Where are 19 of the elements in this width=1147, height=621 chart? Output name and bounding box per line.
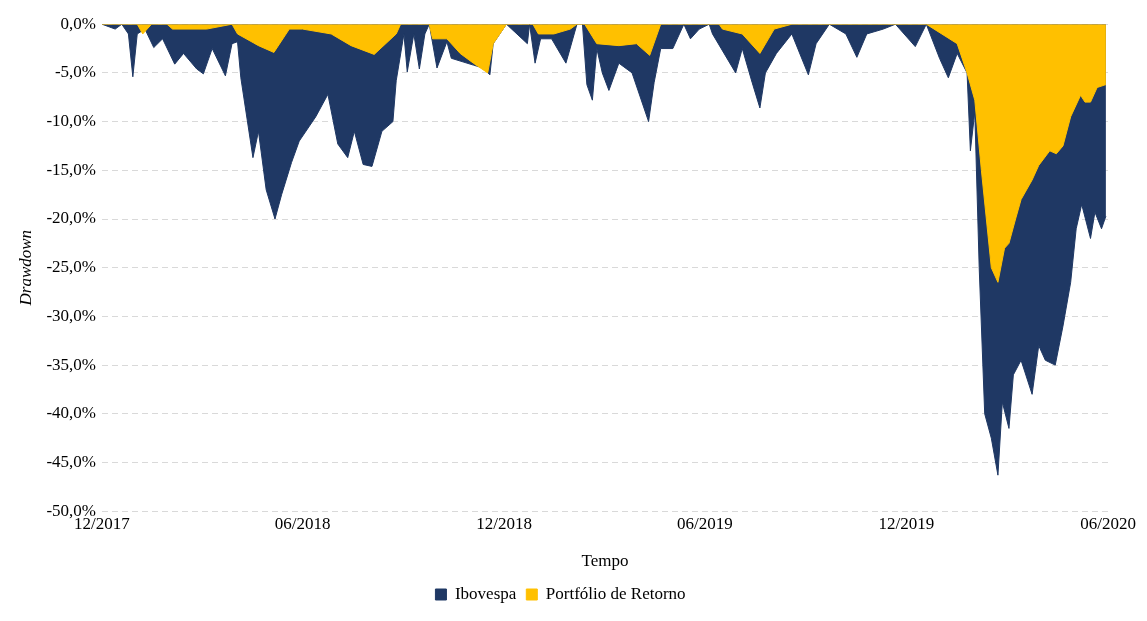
y-axis-title: Drawdown xyxy=(15,229,35,307)
y-tick-label: -35,0% xyxy=(46,354,96,374)
y-tick-label: -25,0% xyxy=(46,257,96,277)
y-tick-label: -15,0% xyxy=(46,159,96,179)
y-tick-label: -30,0% xyxy=(46,305,96,325)
y-tick-label: -40,0% xyxy=(46,403,96,423)
y-tick-label: -5,0% xyxy=(54,62,96,82)
legend-label: Portfólio de Retorno xyxy=(545,583,686,603)
x-axis-title: Tempo xyxy=(581,551,629,571)
x-tick-label: 06/2019 xyxy=(676,513,733,533)
x-tick-label: 12/2018 xyxy=(476,513,533,533)
y-tick-label: 0,0% xyxy=(60,13,96,33)
x-tick-label: 06/2020 xyxy=(1080,513,1137,533)
x-tick-label: 06/2018 xyxy=(274,513,331,533)
legend-label: Ibovespa xyxy=(454,583,517,603)
x-tick-label: 12/2019 xyxy=(878,513,935,533)
y-tick-label: -20,0% xyxy=(46,208,96,228)
y-tick-label: -45,0% xyxy=(46,451,96,471)
y-tick-label: -10,0% xyxy=(46,111,96,131)
